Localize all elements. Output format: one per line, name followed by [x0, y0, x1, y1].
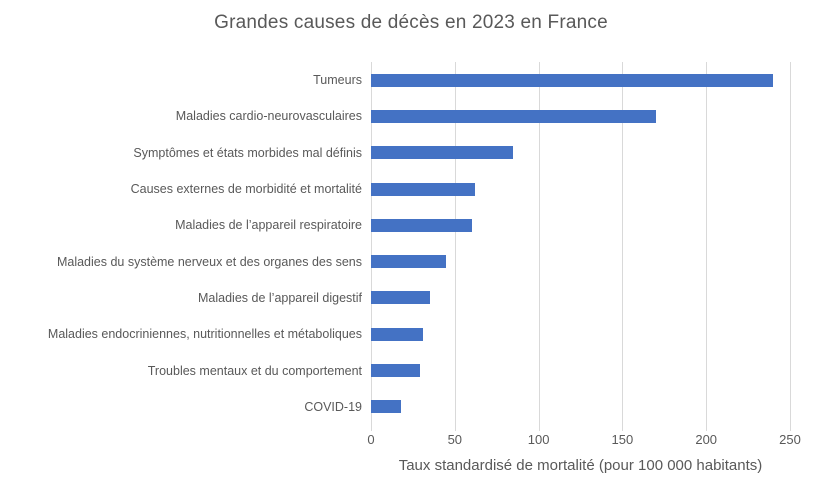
gridline-x-200: [706, 62, 708, 431]
y-axis-category-labels: Tumeurs Maladies cardio-neurovasculaires S…: [0, 62, 362, 425]
x-tick-label-150: 150: [611, 432, 634, 447]
chart-title: Grandes causes de décès en 2023 en Franc…: [214, 12, 608, 33]
x-tick-label-50: 50: [447, 432, 463, 447]
bar-5: [371, 255, 447, 269]
bar-0: [371, 73, 774, 87]
x-axis-tick-labels: 0 50 100 150 200 250: [0, 432, 822, 450]
x-tick-label-0: 0: [367, 432, 375, 447]
x-tick-label-250: 250: [779, 432, 801, 447]
bar-4: [371, 218, 472, 232]
category-label-4: Maladies de l’appareil respiratoire: [175, 218, 362, 233]
category-label-0: Tumeurs: [313, 73, 362, 88]
category-label-7: Maladies endocriniennes, nutritionnelles…: [47, 327, 362, 342]
gridline-x-50: [454, 62, 456, 431]
bar-3: [371, 182, 475, 196]
bar-6: [371, 291, 430, 305]
x-axis-title: Taux standardisé de mortalité (pour 100 …: [398, 457, 763, 474]
category-label-6: Maladies de l’appareil digestif: [198, 290, 362, 305]
category-label-9: COVID-19: [304, 399, 362, 414]
category-label-8: Troubles mentaux et du comportement: [147, 363, 362, 378]
bar-1: [371, 109, 656, 123]
category-label-1: Maladies cardio-neurovasculaires: [175, 109, 362, 124]
x-tick-label-100: 100: [527, 432, 550, 447]
gridline-x-100: [538, 62, 540, 431]
plot-area: [371, 62, 791, 431]
bar-7: [371, 327, 423, 341]
bar-9: [371, 400, 402, 414]
bar-8: [371, 364, 420, 378]
gridline-x-250: [790, 62, 791, 431]
category-label-2: Symptômes et états morbides mal définis: [133, 145, 362, 160]
gridline-x-0: [371, 62, 372, 431]
x-tick-label-200: 200: [695, 432, 718, 447]
bar-2: [371, 146, 514, 160]
gridline-x-150: [622, 62, 624, 431]
category-label-5: Maladies du système nerveux et des organ…: [56, 254, 362, 269]
category-label-3: Causes externes de morbidité et mortalit…: [130, 182, 362, 197]
